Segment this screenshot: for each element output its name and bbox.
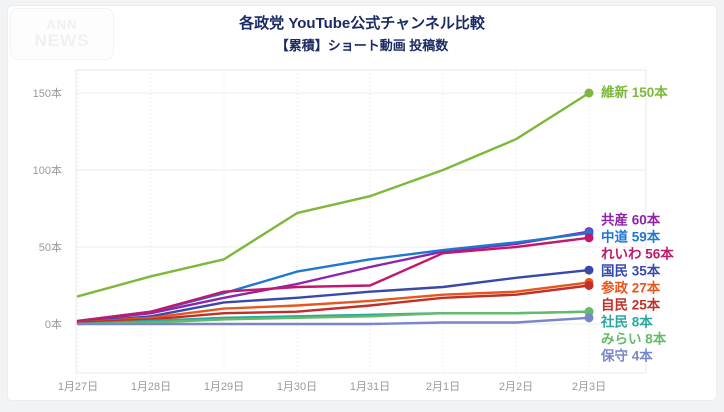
y-tick-label-100: 100本 <box>33 163 62 177</box>
x-tick-label-5: 2月1日 <box>426 381 460 393</box>
end-label-chudo: 中道 59本 <box>601 229 661 245</box>
y-tick-label-50: 50本 <box>39 240 62 254</box>
x-tick-label-7: 2月3日 <box>572 381 606 393</box>
end-label-hoshu: 保守 4本 <box>600 348 653 364</box>
y-tick-label-0: 0本 <box>45 317 62 331</box>
series-line-reiwa <box>76 236 591 323</box>
end-label-reiwa: れいわ 56本 <box>601 246 674 262</box>
series-line-ishin <box>76 91 591 298</box>
chart-title: 各政党 YouTube公式チャンネル比較 <box>239 15 485 32</box>
series-line-kokumin <box>76 268 591 324</box>
series-endpoint-hoshu <box>584 313 594 323</box>
x-tick-label-6: 2月2日 <box>499 381 533 393</box>
series-endpoint-mirai <box>584 307 594 317</box>
y-tick-label-150: 150本 <box>33 86 62 100</box>
series-line-jimin <box>76 284 591 324</box>
end-label-sansei: 参政 27本 <box>601 280 661 296</box>
series-line-sansei <box>76 281 591 324</box>
line-chart-svg: 0本 50本 100本 150本 1月27日 1月28日 1月29日 1月30日 1月31日 2月… <box>33 69 674 393</box>
logo-line1: ANN <box>46 17 78 33</box>
series-endpoint-reiwa <box>584 233 594 243</box>
x-tick-label-2: 1月29日 <box>204 381 244 393</box>
series-line-mirai <box>76 310 591 326</box>
series-endpoint-ishin <box>584 88 594 98</box>
end-label-kokumin: 国民 35本 <box>601 263 661 279</box>
chart-subtitle: 【累積】ショート動画 投稿数 <box>275 38 449 53</box>
end-label-jimin: 自民 25本 <box>601 297 661 313</box>
logo-line2: NEWS <box>34 30 90 50</box>
x-tick-label-3: 1月30日 <box>277 381 317 393</box>
end-label-ishin: 維新 150本 <box>601 84 668 100</box>
x-tick-label-4: 1月31日 <box>350 381 390 393</box>
end-label-shamin: 社民 8本 <box>600 314 653 330</box>
x-tick-label-1: 1月28日 <box>131 381 171 393</box>
series-endpoint-kokumin <box>584 265 594 275</box>
chart-card <box>8 6 716 400</box>
series-endpoint-jimin <box>584 281 594 290</box>
line-chart: 0本 50本 100本 150本 1月27日 1月28日 1月29日 1月30日 1月31日 2月… <box>0 60 724 407</box>
end-label-kyosan: 共産 60本 <box>601 212 661 228</box>
end-label-mirai: みらい 8本 <box>601 331 667 347</box>
series-line-kyosan <box>76 230 591 323</box>
x-tick-label-0: 1月27日 <box>58 381 98 393</box>
ann-news-logo: ANN NEWS <box>10 8 114 60</box>
plot-border <box>75 69 647 374</box>
series-line-hoshu <box>76 316 591 326</box>
